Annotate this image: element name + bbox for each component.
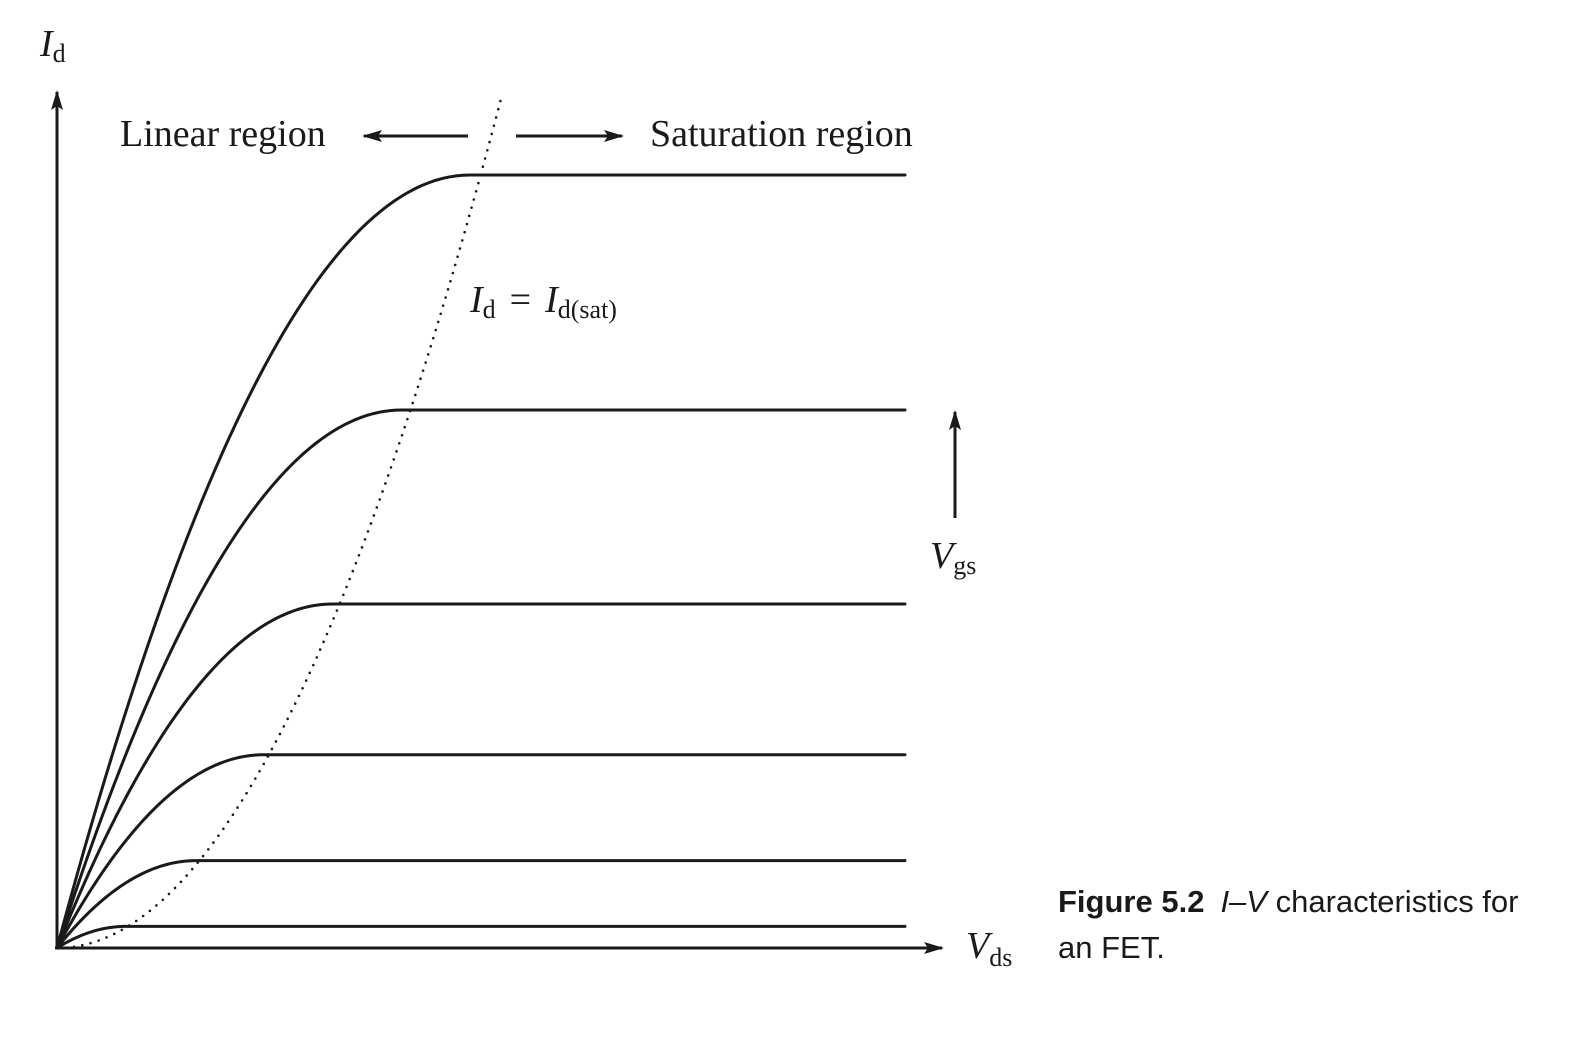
saturation-region-label: Saturation region bbox=[650, 113, 913, 155]
iv-curve-2 bbox=[55, 859, 907, 950]
figure-caption-line1: Figure 5.2 I–V characteristics for bbox=[1058, 884, 1518, 919]
linear-region-label: Linear region bbox=[120, 113, 326, 155]
figure-caption-line2: an FET. bbox=[1058, 930, 1165, 965]
vgs-label: Vgs bbox=[930, 535, 976, 580]
characteristic-curves bbox=[55, 173, 907, 950]
x-axis-label: Vds bbox=[966, 925, 1012, 972]
saturation-boundary-label: Id = Id(sat) bbox=[469, 279, 617, 324]
iv-curve-3 bbox=[55, 753, 907, 950]
iv-curve-4 bbox=[55, 602, 907, 950]
saturation-boundary-curve bbox=[55, 93, 504, 950]
y-axis-label: Id bbox=[39, 23, 66, 68]
iv-curve-5 bbox=[55, 408, 907, 950]
iv-curve-1 bbox=[55, 924, 907, 950]
iv-curve-6 bbox=[55, 173, 907, 950]
